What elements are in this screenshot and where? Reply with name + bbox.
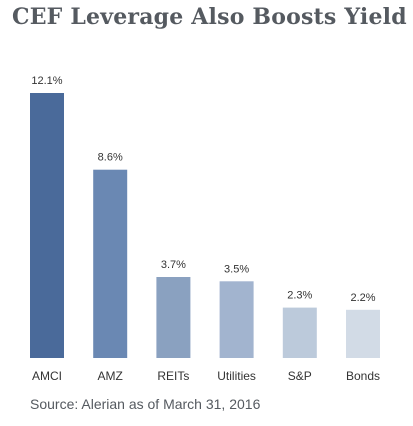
data-label: 2.2% — [350, 292, 375, 304]
bar-reits — [156, 277, 191, 358]
bar-s-p — [282, 307, 317, 358]
data-label: 12.1% — [31, 75, 62, 87]
data-label: 8.6% — [98, 152, 123, 164]
bar-amci — [30, 93, 64, 358]
category-label: REITs — [157, 369, 189, 383]
category-label: AMCI — [32, 369, 62, 383]
chart-title: CEF Leverage Also Boosts Yield — [12, 4, 407, 30]
bar-bonds — [346, 309, 380, 358]
bar-utilities — [219, 281, 254, 358]
category-label: Bonds — [346, 369, 380, 383]
data-label: 2.3% — [287, 290, 312, 302]
data-label: 3.5% — [224, 263, 249, 275]
category-label: AMZ — [98, 369, 123, 383]
source-note: Source: Alerian as of March 31, 2016 — [30, 396, 261, 412]
bar-amz — [93, 169, 128, 358]
category-label: Utilities — [217, 369, 256, 383]
category-label: S&P — [288, 369, 312, 383]
data-label: 3.7% — [161, 259, 186, 271]
